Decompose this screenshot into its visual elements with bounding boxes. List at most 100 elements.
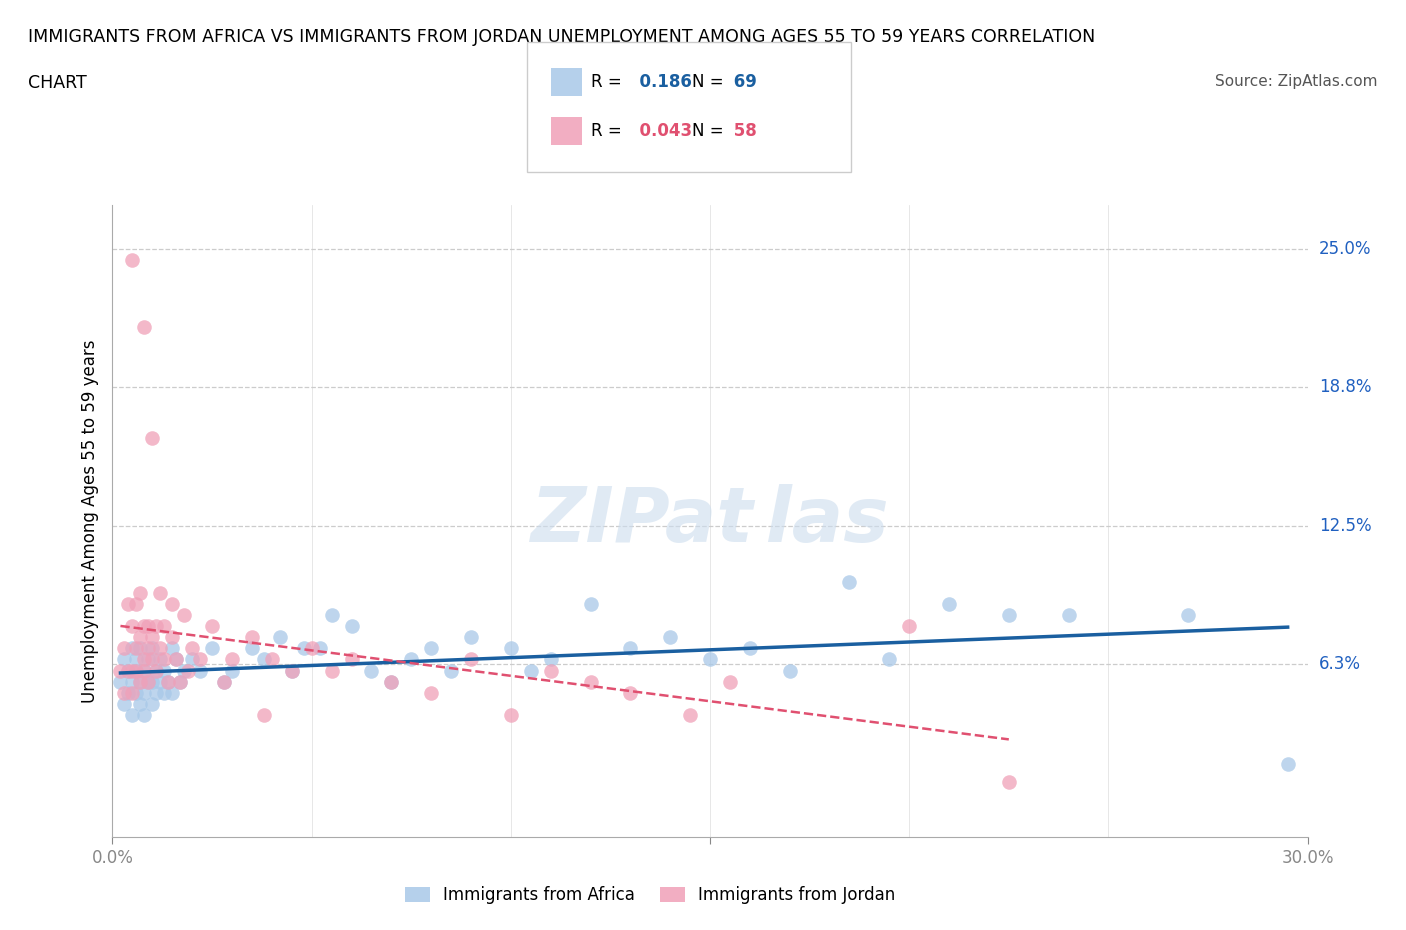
Text: 25.0%: 25.0% <box>1319 240 1371 258</box>
Text: 58: 58 <box>728 122 756 140</box>
Text: 6.3%: 6.3% <box>1319 655 1361 673</box>
Point <box>173 663 195 678</box>
Point <box>153 685 176 700</box>
Point <box>499 641 522 656</box>
Point <box>240 630 263 644</box>
Point <box>149 641 172 656</box>
Point <box>121 674 143 689</box>
Point <box>173 607 195 622</box>
Point <box>540 652 562 667</box>
Point <box>579 596 602 611</box>
Point <box>340 652 363 667</box>
Point <box>162 630 183 644</box>
Point <box>125 641 148 656</box>
Point <box>165 652 187 667</box>
Point <box>141 652 163 667</box>
Point <box>149 652 172 667</box>
Point <box>240 641 263 656</box>
Point <box>998 607 1021 622</box>
Point <box>699 652 721 667</box>
Point <box>141 630 163 644</box>
Point <box>114 685 135 700</box>
Point <box>269 630 291 644</box>
Point <box>162 641 183 656</box>
Point <box>877 652 900 667</box>
Text: N =: N = <box>692 73 723 91</box>
Text: 12.5%: 12.5% <box>1319 517 1371 536</box>
Point <box>177 663 200 678</box>
Point <box>110 674 132 689</box>
Text: 69: 69 <box>728 73 758 91</box>
Text: IMMIGRANTS FROM AFRICA VS IMMIGRANTS FROM JORDAN UNEMPLOYMENT AMONG AGES 55 TO 5: IMMIGRANTS FROM AFRICA VS IMMIGRANTS FRO… <box>28 28 1095 46</box>
Point <box>460 652 482 667</box>
Text: Source: ZipAtlas.com: Source: ZipAtlas.com <box>1215 74 1378 89</box>
Point <box>779 663 801 678</box>
Point <box>718 674 741 689</box>
Point <box>114 641 135 656</box>
Point <box>129 674 152 689</box>
Point <box>1277 756 1299 771</box>
Point <box>380 674 402 689</box>
Point <box>460 630 482 644</box>
Point <box>141 641 163 656</box>
Point <box>253 652 276 667</box>
Point <box>153 663 176 678</box>
Point <box>153 652 176 667</box>
Point <box>679 708 702 723</box>
Point <box>938 596 960 611</box>
Point <box>212 674 235 689</box>
Point <box>114 697 135 711</box>
Text: N =: N = <box>692 122 723 140</box>
Point <box>579 674 602 689</box>
Point <box>420 641 443 656</box>
Point <box>165 652 187 667</box>
Point <box>117 663 139 678</box>
Text: 0.186: 0.186 <box>628 73 692 91</box>
Point <box>440 663 463 678</box>
Point <box>301 641 323 656</box>
Point <box>121 253 143 268</box>
Point <box>134 663 156 678</box>
Point <box>134 708 156 723</box>
Point <box>201 641 224 656</box>
Point <box>181 652 204 667</box>
Point <box>162 685 183 700</box>
Point <box>340 618 363 633</box>
Point <box>117 596 139 611</box>
Point <box>181 641 204 656</box>
Point <box>898 618 921 633</box>
Point <box>129 641 152 656</box>
Point <box>117 685 139 700</box>
Point <box>145 663 167 678</box>
Point <box>141 674 163 689</box>
Text: R =: R = <box>591 73 621 91</box>
Y-axis label: Unemployment Among Ages 55 to 59 years: Unemployment Among Ages 55 to 59 years <box>80 339 98 702</box>
Point <box>380 674 402 689</box>
Point <box>141 431 163 445</box>
Point <box>1057 607 1080 622</box>
Point <box>260 652 283 667</box>
Point <box>125 663 148 678</box>
Point <box>499 708 522 723</box>
Point <box>134 652 156 667</box>
Point <box>253 708 276 723</box>
Point <box>149 674 172 689</box>
Point <box>138 618 160 633</box>
Point <box>117 663 139 678</box>
Point <box>540 663 562 678</box>
Point <box>134 685 156 700</box>
Point <box>134 618 156 633</box>
Point <box>520 663 543 678</box>
Point <box>129 697 152 711</box>
Point <box>188 663 211 678</box>
Point <box>738 641 761 656</box>
Text: 0.043: 0.043 <box>628 122 693 140</box>
Point <box>360 663 382 678</box>
Point <box>201 618 224 633</box>
Point <box>838 575 860 590</box>
Point <box>129 586 152 601</box>
Point <box>212 674 235 689</box>
Point <box>321 663 343 678</box>
Text: R =: R = <box>591 122 621 140</box>
Point <box>281 663 304 678</box>
